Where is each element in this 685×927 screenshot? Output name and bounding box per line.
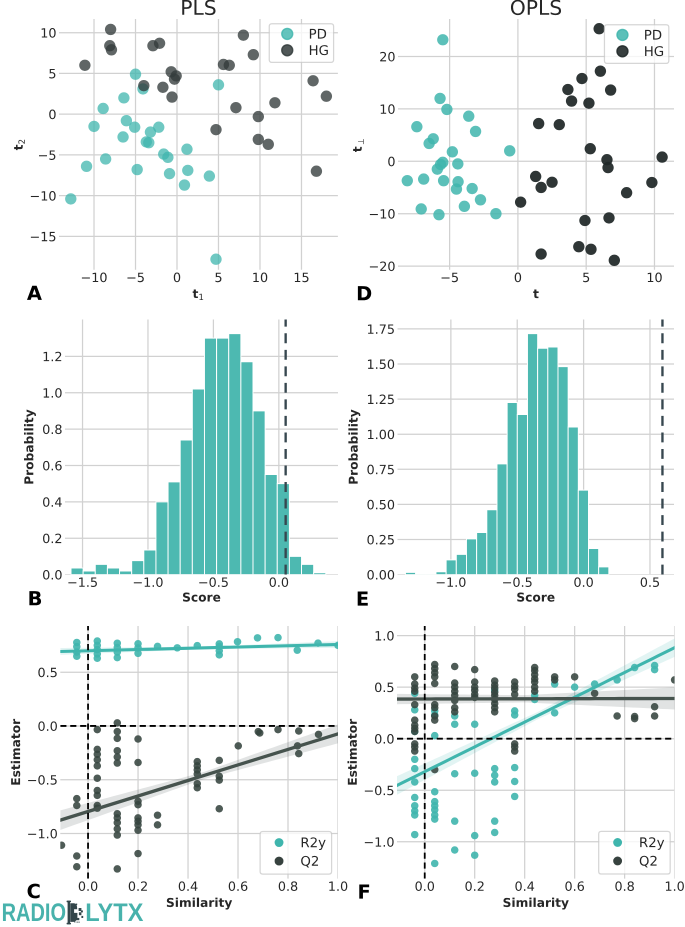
svg-text:LYTX: LYTX xyxy=(85,899,143,927)
svg-text:RADIO: RADIO xyxy=(2,899,66,927)
